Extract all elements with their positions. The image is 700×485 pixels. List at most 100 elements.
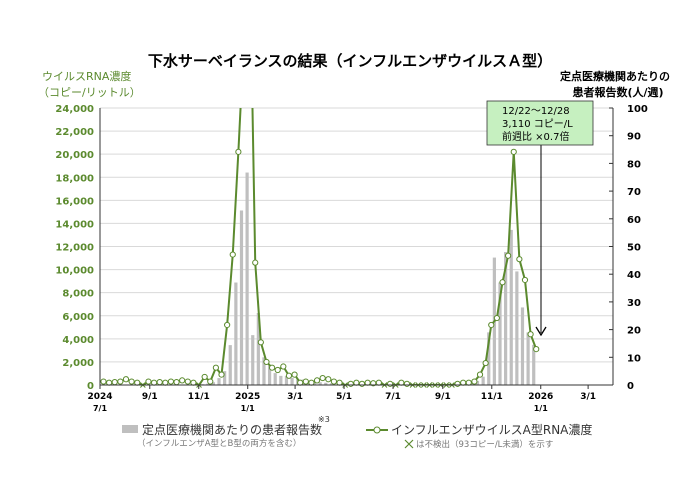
point-rna-concentration: [100, 378, 107, 385]
bar-patients: [312, 381, 317, 385]
bar-patients: [206, 383, 210, 385]
point-rna-concentration: [358, 380, 366, 387]
point-rna-concentration: [179, 377, 186, 384]
x-tick-label: 3/1: [580, 392, 596, 402]
right-tick-label: 60: [627, 215, 641, 226]
bar-patients: [211, 382, 215, 385]
point-rna-concentration: [471, 378, 478, 385]
bar-patients: [318, 382, 322, 385]
point-rna-concentration: [325, 376, 332, 383]
point-rna-concentration: [156, 379, 163, 386]
left-tick-label: 20,000: [55, 150, 94, 161]
right-tick-label: 20: [627, 326, 641, 337]
x-tick-sublabel: 1/1: [241, 404, 255, 413]
point-rna-concentration: [117, 378, 124, 385]
point-rna-concentration: [302, 378, 309, 385]
point-rna-concentration: [510, 148, 517, 155]
bar-patients: [329, 383, 334, 385]
right-tick-label: 30: [627, 298, 641, 309]
bar-patients: [498, 282, 502, 385]
x-tick-label: 2024: [87, 392, 112, 402]
callout-box: [486, 100, 594, 146]
left-tick-label: 6,000: [62, 312, 94, 323]
point-rna-concentration: [263, 358, 270, 366]
right-axis-label-1: 定点医療機関あたりの: [560, 69, 670, 83]
point-rna-concentration: [291, 371, 298, 378]
callout-line-1: 12/22～12/28: [502, 106, 570, 117]
legend-bar-sub: （インフルエンザA型とB型の両方を含む）: [137, 438, 301, 449]
x-tick-sublabel: 7/1: [93, 404, 107, 413]
point-rna-concentration: [201, 373, 208, 381]
legend-bar-note: ※3: [318, 415, 330, 424]
legend-nd-label: は不検出（93コピー/L未満）を示す: [416, 439, 553, 450]
left-axis-label-1: ウイルスRNA濃度: [42, 69, 131, 83]
point-rna-concentration: [184, 378, 191, 385]
legend-line-marker: [373, 426, 381, 434]
point-rna-concentration: [173, 379, 180, 386]
point-rna-concentration: [285, 372, 293, 379]
x-tick-label: 3/1: [287, 392, 303, 402]
point-rna-concentration: [319, 374, 326, 382]
bar-patients: [532, 344, 536, 385]
callout-line-3: 前週比 ×0.7倍: [502, 130, 569, 143]
point-rna-concentration: [347, 380, 354, 387]
point-rna-concentration: [229, 251, 236, 258]
callout-arrowhead: [535, 326, 547, 337]
right-tick-label: 0: [627, 381, 634, 392]
x-tick-label: 7/1: [385, 392, 401, 402]
right-tick-label: 90: [627, 132, 641, 143]
point-rna-concentration: [533, 346, 540, 353]
point-rna-concentration: [387, 380, 394, 387]
point-rna-concentration: [488, 321, 495, 329]
legend-line-label: インフルエンザウイルスA型RNA濃度: [391, 422, 592, 437]
legend-bar-swatch: [122, 425, 138, 433]
callout: 12/22～12/28 3,110 コピー/L 前週比 ×0.7倍: [486, 100, 594, 337]
left-axis-label-2: （コピー/リットル）: [38, 86, 141, 99]
bar-patients: [520, 307, 525, 385]
point-rna-concentration: [280, 363, 287, 370]
bar-patients: [515, 271, 519, 385]
bar-patients: [223, 371, 227, 385]
bar-patients: [256, 312, 260, 385]
x-tick-label: 11/1: [481, 392, 503, 402]
right-tick-label: 40: [627, 270, 641, 281]
right-tick-label: 100: [627, 104, 648, 115]
left-tick-label: 16,000: [55, 196, 94, 207]
left-tick-label: 22,000: [55, 127, 94, 138]
legend-nd-x-icon: [404, 439, 414, 449]
left-tick-label: 2,000: [62, 358, 94, 369]
bar-patients: [251, 335, 255, 385]
point-rna-concentration: [482, 359, 489, 367]
left-tick-label: 24,000: [55, 104, 94, 115]
point-rna-concentration: [111, 379, 118, 386]
point-rna-concentration: [521, 276, 529, 284]
left-tick-label: 12,000: [55, 243, 94, 254]
point-rna-concentration: [476, 371, 484, 378]
point-rna-concentration: [224, 321, 231, 329]
right-tick-label: 50: [627, 243, 641, 254]
point-rna-concentration: [330, 378, 338, 385]
point-rna-concentration: [252, 259, 259, 266]
bar-patients: [475, 380, 480, 385]
point-rna-concentration: [403, 380, 411, 387]
x-tick-sublabel: 1/1: [534, 404, 548, 413]
bar-patients: [470, 382, 474, 385]
point-rna-concentration: [499, 279, 506, 286]
left-tick-label: 8,000: [62, 289, 94, 300]
x-tick-label: 2026: [528, 392, 553, 402]
point-rna-concentration: [527, 331, 534, 338]
point-rna-concentration: [454, 380, 461, 387]
left-tick-label: 14,000: [55, 219, 94, 230]
point-rna-concentration: [128, 378, 135, 385]
bar-patients: [279, 375, 283, 385]
point-rna-concentration: [218, 371, 225, 378]
point-rna-concentration: [516, 256, 523, 263]
x-tick-label: 9/1: [435, 392, 451, 402]
right-axis-label-2: 患者報告数(人/週): [572, 85, 663, 99]
bar-patients: [504, 252, 508, 385]
point-rna-concentration: [145, 378, 152, 385]
chart-title: 下水サーベイランスの結果（インフルエンザウイルスＡ型）: [148, 52, 552, 70]
point-rna-concentration: [268, 364, 276, 371]
bar-patients: [245, 172, 249, 385]
